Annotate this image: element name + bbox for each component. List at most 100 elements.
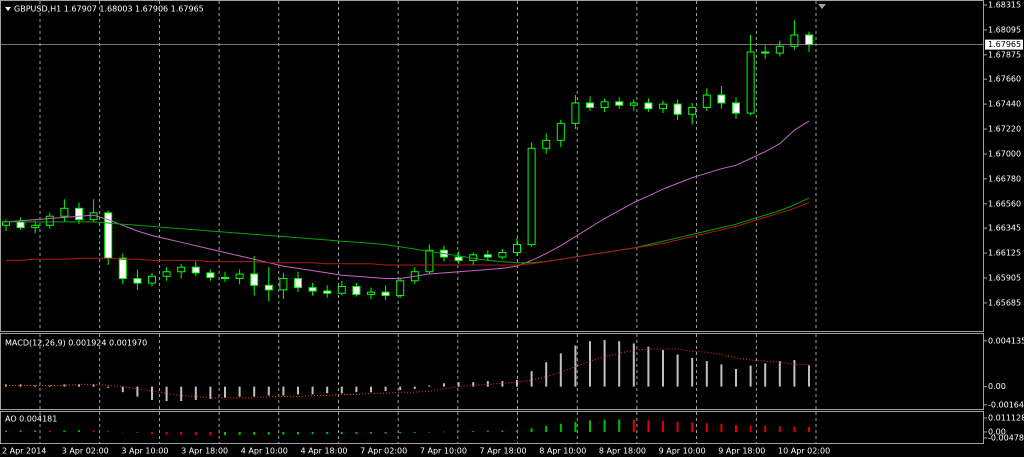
candle-body (556, 122, 565, 141)
y-tick-label: 1.67660 (988, 75, 1021, 84)
y-tick-label: 1.67220 (988, 125, 1021, 134)
ao-bar (647, 420, 650, 432)
macd-bar (647, 346, 650, 387)
y-tick-label: 0.00 (988, 382, 1006, 391)
macd-bar (92, 384, 95, 387)
y-tick-label: 1.66125 (988, 249, 1021, 258)
macd-bar (574, 345, 577, 387)
candle-body (337, 285, 346, 294)
macd-bar (603, 340, 606, 387)
candle-body (571, 102, 580, 124)
macd-bar (136, 386, 139, 397)
candle-body (615, 101, 624, 106)
candle-body (381, 291, 390, 297)
macd-bar (589, 341, 591, 387)
candle-body (732, 102, 740, 114)
candle-body (206, 272, 215, 278)
ao-bar (472, 430, 475, 432)
macd-bar (180, 386, 183, 402)
candle-body (133, 278, 142, 284)
signal-line (6, 348, 810, 399)
ao-bar (151, 431, 153, 434)
y-tick-label: 1.65685 (988, 298, 1021, 307)
macd-pane (0, 333, 984, 410)
x-tick-label: 7 Apr 10:00 (420, 447, 467, 456)
macd-bar (720, 364, 723, 387)
macd-bar (165, 386, 168, 402)
macd-bar (78, 384, 80, 387)
ao-bar (34, 430, 37, 432)
macd-bar (209, 386, 212, 399)
y-tick-label: 1.67875 (988, 50, 1021, 59)
ao-bar (297, 431, 299, 435)
ao-bar (267, 431, 270, 435)
ao-bar (662, 420, 664, 432)
y-tick-label: -0.001642 (988, 400, 1024, 409)
ao-bar (5, 430, 7, 432)
macd-bar (501, 381, 504, 387)
x-tick-label: 10 Apr 02:00 (778, 447, 830, 456)
y-tick-label: 0.00 (988, 427, 1006, 436)
ao-bar (107, 430, 110, 432)
macd-bar (735, 368, 737, 387)
ao-bar (691, 422, 694, 432)
ao-bar (311, 431, 314, 435)
ao-bar (457, 431, 460, 432)
x-tick-label: 8 Apr 18:00 (599, 447, 646, 456)
macd-bar (705, 361, 708, 387)
macd-bar (48, 385, 51, 387)
candle-body (542, 139, 551, 149)
macd-bar (486, 381, 489, 387)
candle-body (702, 94, 711, 108)
candle-body (527, 147, 536, 246)
candle-body (688, 106, 697, 115)
ao-bar (764, 425, 767, 432)
candle-body (323, 290, 332, 294)
ao-bar (384, 431, 387, 434)
macd-bar (194, 386, 197, 400)
ao-bar (413, 431, 416, 433)
ao-bar (428, 431, 431, 433)
chart-shift-marker (818, 4, 826, 9)
ao-bar (63, 430, 66, 432)
ao-bar (618, 419, 621, 432)
symbol-menu-icon[interactable] (5, 7, 11, 11)
ao-bar (340, 431, 343, 434)
candle-body (498, 251, 507, 258)
macd-bar (472, 382, 475, 387)
macd-bar (516, 379, 518, 387)
candle-body (2, 221, 10, 226)
candle-body (177, 266, 186, 273)
ao-bar (399, 431, 402, 434)
ao-bar (793, 426, 796, 432)
ao-pane (0, 411, 984, 444)
macd-bar (632, 343, 635, 387)
ao-bar (238, 431, 241, 436)
ao-bar (574, 421, 577, 432)
moving-average (5, 120, 810, 279)
x-tick-label: 2 Apr 2014 (2, 447, 46, 456)
candle-body (60, 207, 69, 217)
candle-body (45, 215, 54, 226)
chart-title: GBPUSD,H1 1.67907 1.68003 1.67906 1.6796… (14, 5, 204, 14)
macd-bar (662, 350, 664, 387)
candle-body (294, 278, 302, 289)
candle-body (717, 94, 726, 104)
y-tick-label: 0.004135 (988, 336, 1024, 345)
candle-body (16, 221, 25, 229)
ao-bar (180, 431, 183, 435)
ao-bar (253, 431, 256, 435)
candle-body (513, 244, 521, 253)
macd-bar (443, 383, 445, 387)
macd-bar (428, 385, 431, 387)
x-tick-label: 9 Apr 10:00 (659, 447, 706, 456)
macd-bar (267, 386, 270, 396)
candle-body (673, 103, 682, 115)
macd-bar (63, 384, 66, 387)
candle-body (75, 207, 83, 221)
candle-body (454, 256, 463, 261)
macd-title: MACD(12,26,9) 0.001924 0.001970 (5, 339, 147, 348)
ao-bar (370, 431, 372, 434)
